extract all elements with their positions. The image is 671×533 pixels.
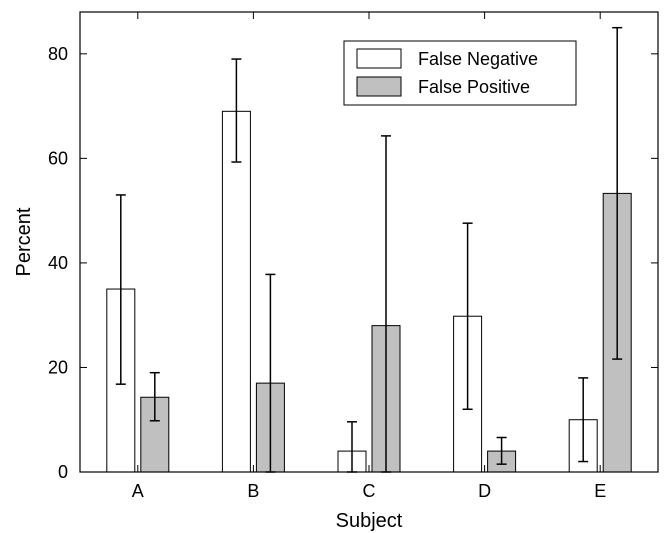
x-tick-label: B xyxy=(247,481,259,501)
legend-label-false-negative: False Negative xyxy=(418,49,538,69)
error-bar-false-positive-d xyxy=(496,436,507,465)
x-tick-label: E xyxy=(594,481,606,501)
y-tick-label: 60 xyxy=(48,148,68,168)
error-bar-false-negative-d xyxy=(462,222,473,411)
legend-label-false-positive: False Positive xyxy=(418,77,530,97)
y-axis-label: Percent xyxy=(13,207,35,276)
axis-ticks: 0 20 40 60 80 A B C D E xyxy=(48,12,658,501)
legend: False Negative False Positive xyxy=(343,40,577,106)
error-bar-false-positive-a xyxy=(149,371,160,422)
y-tick-label: 20 xyxy=(48,357,68,377)
error-bar-false-negative-a xyxy=(115,194,126,385)
x-tick-label: A xyxy=(132,481,144,501)
y-tick-label: 80 xyxy=(48,44,68,64)
chart-marks xyxy=(106,26,632,473)
x-tick-label: D xyxy=(478,481,491,501)
y-tick-label: 0 xyxy=(58,462,68,482)
bar-false-negative-b xyxy=(221,110,251,473)
legend-swatch-false-positive xyxy=(356,76,402,97)
y-tick-label: 40 xyxy=(48,253,68,273)
error-bar-false-negative-e xyxy=(578,377,589,463)
x-axis-label: Subject xyxy=(336,510,403,532)
legend-swatch-false-negative xyxy=(356,48,402,69)
error-bar-false-positive-e xyxy=(612,26,623,360)
error-bar-false-negative-b xyxy=(231,58,242,163)
x-tick-label: C xyxy=(363,481,376,501)
